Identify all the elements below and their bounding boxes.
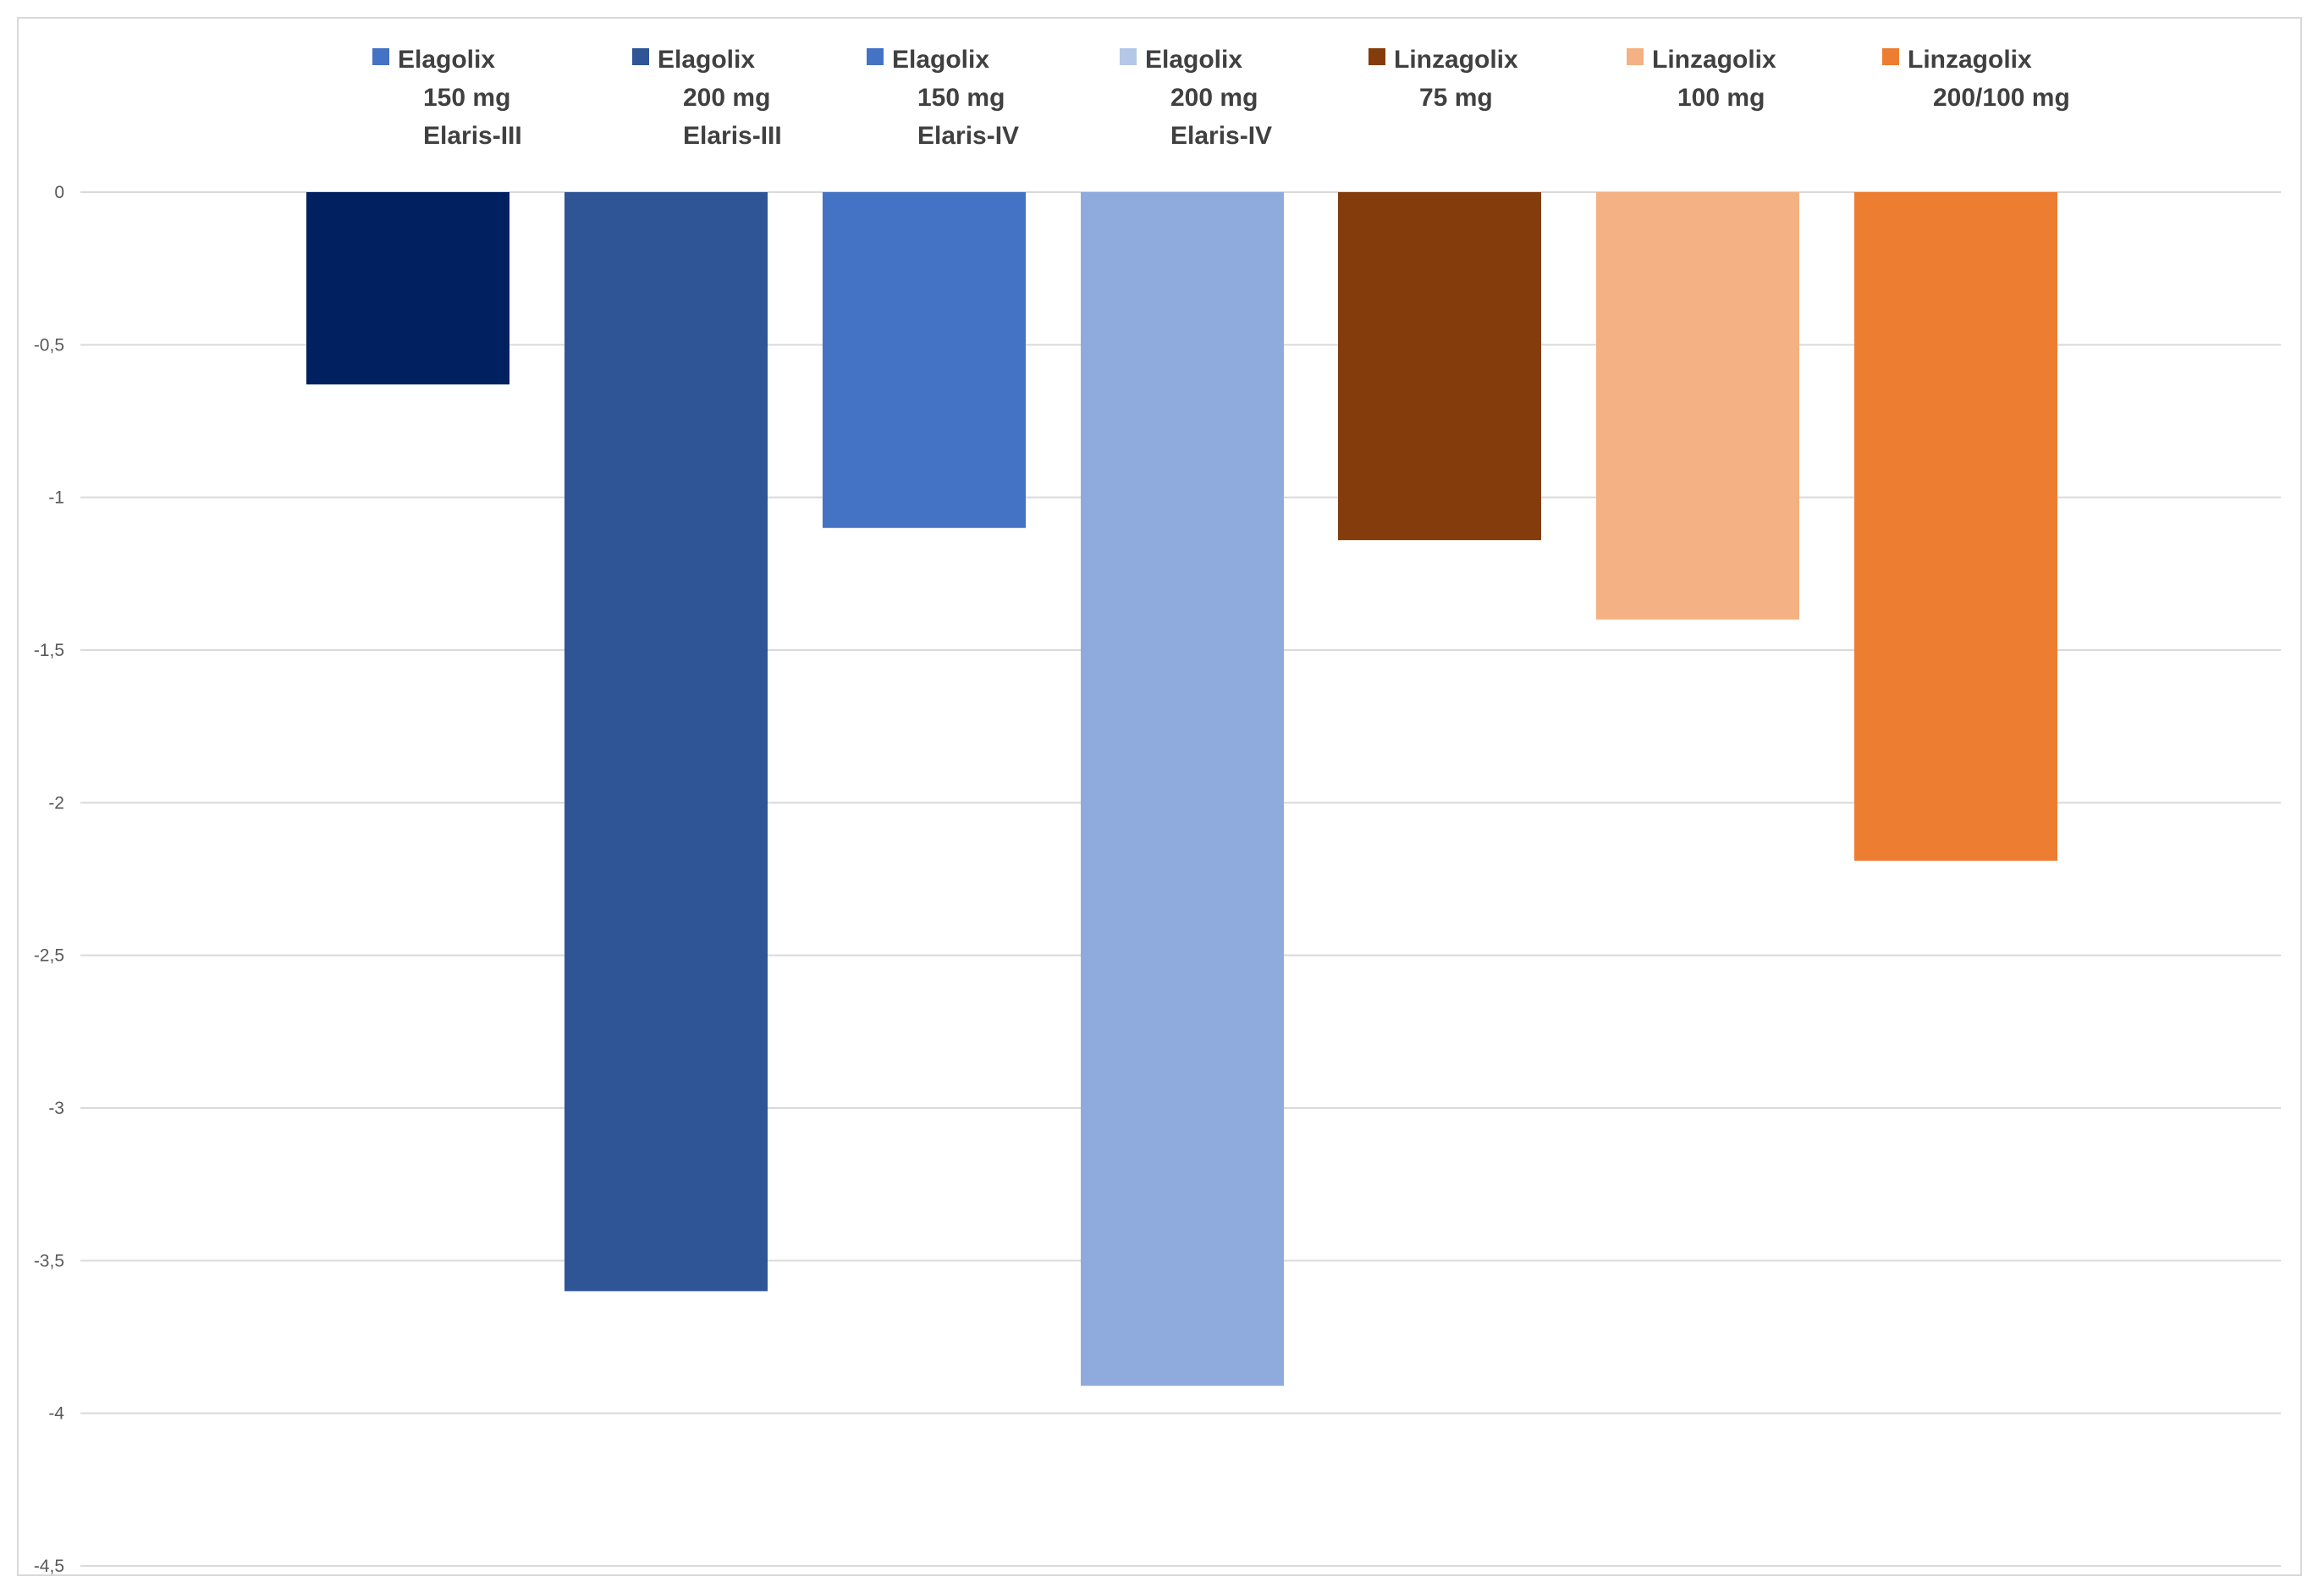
bar-5 — [1596, 192, 1799, 620]
bar-2 — [823, 192, 1026, 528]
y-tick-label: -3,5 — [34, 1251, 64, 1271]
legend-item: Linzagolix 75 mg — [1369, 46, 1518, 112]
y-tick-label: -1,5 — [34, 641, 64, 660]
legend-item: Elagolix 200 mg Elaris-III — [632, 46, 782, 150]
legend-swatch — [1120, 48, 1137, 65]
legend-label-line: 100 mg — [1677, 84, 1765, 112]
y-axis-ticks: 0 -0,5 -1 -1,5 -2 -2,5 -3 -3,5 -4 -4,5 — [34, 183, 64, 1576]
y-tick-label: -3 — [48, 1099, 64, 1118]
legend-label-line: Linzagolix — [1908, 46, 2032, 74]
legend-label-line: 150 mg — [917, 84, 1005, 112]
legend-swatch — [372, 48, 389, 65]
legend-label-line: Elagolix — [398, 46, 495, 74]
legend-item: Elagolix 150 mg Elaris-IV — [867, 46, 1019, 150]
legend-item: Linzagolix 200/100 mg — [1882, 46, 2070, 112]
chart-frame — [17, 17, 2302, 1576]
legend-label-line: Elagolix — [892, 46, 989, 74]
legend-label-line: Elaris-IV — [917, 122, 1019, 150]
legend-label-line: 200 mg — [683, 84, 770, 112]
legend-label-line: 75 mg — [1419, 84, 1493, 112]
legend-swatch — [1627, 48, 1644, 65]
legend-label-line: Elaris-IV — [1170, 122, 1272, 150]
legend-item: Elagolix 200 mg Elaris-IV — [1120, 46, 1272, 150]
legend-swatch — [867, 48, 884, 65]
legend-item: Linzagolix 100 mg — [1627, 46, 1776, 112]
bar-4 — [1338, 192, 1541, 541]
y-tick-label: -0,5 — [34, 335, 64, 355]
legend-label-line: 200/100 mg — [1933, 84, 2070, 112]
legend-label-line: 200 mg — [1170, 84, 1258, 112]
bar-0 — [306, 192, 509, 385]
legend-label-line: Elaris-III — [683, 122, 782, 150]
legend-label-line: 150 mg — [423, 84, 510, 112]
legend-label-line: Elagolix — [658, 46, 755, 74]
y-tick-label: -4 — [48, 1404, 64, 1424]
bar-6 — [1854, 192, 2057, 861]
legend-label-line: Elaris-III — [423, 122, 522, 150]
legend-swatch — [1882, 48, 1899, 65]
legend-item: Elagolix 150 mg Elaris-III — [372, 46, 522, 150]
bar-3 — [1081, 192, 1284, 1386]
y-tick-label: -1 — [48, 488, 64, 508]
y-tick-label: 0 — [54, 183, 64, 202]
legend-swatch — [632, 48, 649, 65]
legend-label-line: Linzagolix — [1394, 46, 1518, 74]
bar-1 — [564, 192, 768, 1292]
y-tick-label: -4,5 — [34, 1557, 64, 1576]
y-tick-label: -2,5 — [34, 946, 64, 966]
y-tick-label: -2 — [48, 793, 64, 813]
bars — [306, 192, 2057, 1386]
legend-label-line: Elagolix — [1145, 46, 1242, 74]
legend-label-line: Linzagolix — [1652, 46, 1776, 74]
legend-swatch — [1369, 48, 1385, 65]
